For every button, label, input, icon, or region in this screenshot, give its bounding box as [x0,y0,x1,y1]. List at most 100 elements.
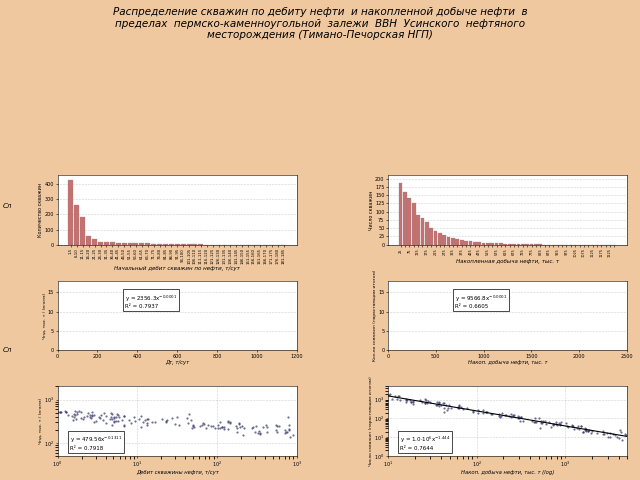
Point [63,411,73,419]
Point [493,250,504,258]
Point [170,250,180,258]
Point [227,250,237,258]
Point [584,250,595,258]
Point [391,250,401,258]
Bar [140,243,145,245]
Point [402,250,412,258]
Point [436,401,446,409]
Point [503,250,513,258]
Point [609,432,620,439]
Y-axis label: Кол-во скважин (нарастающим итогом): Кол-во скважин (нарастающим итогом) [372,270,377,361]
Point [227,250,237,258]
Bar [163,244,168,245]
Point [167,414,177,422]
Point [189,423,199,431]
Point [284,426,294,433]
Point [119,422,129,430]
Point [385,390,395,398]
Point [567,422,577,430]
Point [223,250,234,258]
Point [470,250,480,258]
Point [386,250,396,258]
Point [124,417,134,424]
Point [567,250,577,258]
Point [557,250,568,258]
Bar [482,243,485,245]
Point [121,250,131,258]
Point [431,398,442,406]
Point [561,420,572,427]
Point [406,250,416,258]
Point [541,420,551,427]
Point [561,422,572,430]
Point [427,250,437,258]
Point [112,250,122,258]
Point [540,250,550,258]
Point [61,250,72,258]
Point [87,408,97,416]
Point [496,250,506,258]
Point [257,423,268,431]
Point [438,399,449,407]
Point [106,250,116,258]
Point [142,250,152,258]
Point [529,250,539,258]
Point [97,250,107,258]
Bar [425,222,429,245]
Point [473,409,483,417]
Point [127,250,138,258]
Point [97,250,108,258]
Point [543,250,554,258]
Point [222,250,232,258]
Point [89,411,99,419]
Point [205,250,216,258]
Point [394,250,404,258]
Point [598,427,609,435]
Point [265,250,275,258]
Point [586,430,596,437]
Point [271,421,281,429]
Point [468,407,478,415]
Point [415,250,425,258]
Point [605,250,616,258]
Point [177,250,187,258]
Point [197,421,207,429]
Point [580,426,591,434]
Point [470,250,480,258]
Point [104,415,115,423]
Y-axis label: Количество скважин: Количество скважин [38,183,44,237]
Point [111,410,122,418]
Point [475,250,485,258]
Point [79,250,89,258]
Point [524,250,534,258]
Point [509,250,519,258]
Point [581,250,591,258]
Point [392,250,402,258]
Point [423,397,433,405]
Bar [464,241,468,245]
Point [401,250,411,258]
Point [484,250,494,258]
Point [74,408,84,415]
Point [283,413,293,421]
Point [110,250,120,258]
Bar [420,218,424,245]
Point [95,411,106,419]
Point [600,250,611,258]
Point [281,428,291,436]
Point [231,422,241,430]
Point [265,250,275,258]
Point [71,250,81,258]
Point [280,250,290,258]
Point [72,410,82,418]
Point [561,250,571,258]
Point [117,417,127,424]
Point [471,250,481,258]
Point [267,250,277,258]
Point [451,250,461,258]
Point [444,405,454,412]
Point [54,408,65,416]
Point [592,250,602,258]
Point [607,250,618,258]
Point [86,250,96,258]
